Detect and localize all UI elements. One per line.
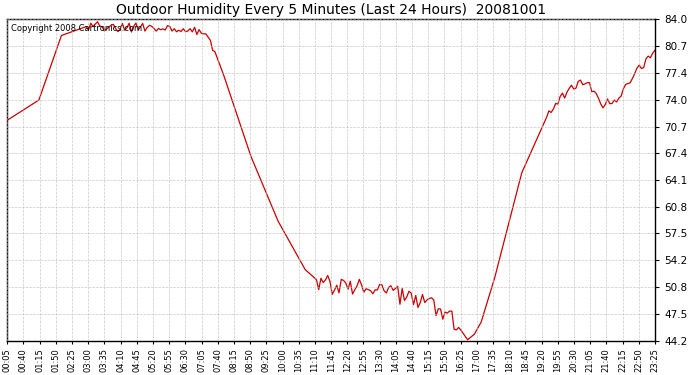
Title: Outdoor Humidity Every 5 Minutes (Last 24 Hours)  20081001: Outdoor Humidity Every 5 Minutes (Last 2… xyxy=(116,3,546,17)
Text: Copyright 2008 Cartronics.com: Copyright 2008 Cartronics.com xyxy=(10,24,141,33)
